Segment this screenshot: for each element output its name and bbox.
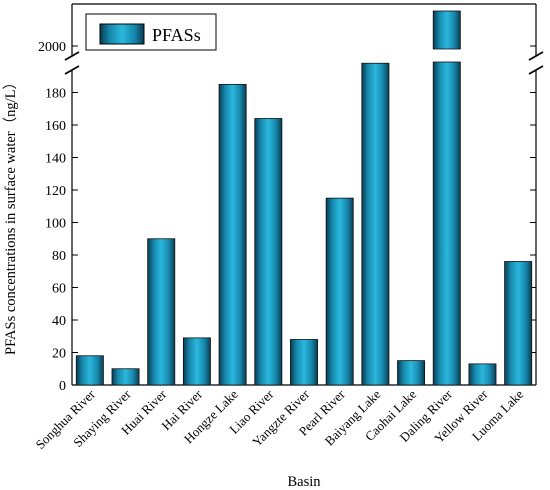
y-tick-label: 80 (52, 249, 66, 264)
bar-shaying-river (111, 368, 140, 386)
y-axis-label: PFASs concentrations in surface water（ng… (2, 75, 19, 355)
y-tick-labels: 0 20 40 60 80 100 120 140 160 180 2000 (38, 40, 66, 394)
axes-frame (64, 3, 544, 386)
y-tick-label: 2000 (38, 40, 66, 55)
y-tick-label: 60 (52, 282, 66, 297)
y-tick-label: 180 (45, 87, 66, 102)
y-tick-label: 140 (45, 152, 66, 167)
bar-liao-river (254, 118, 283, 386)
bar-luoma-lake (504, 261, 533, 386)
legend-label: PFASs (152, 25, 201, 45)
x-axis-label: Basin (287, 474, 321, 490)
y-tick-label: 160 (45, 119, 66, 134)
y-tick-label: 40 (52, 314, 66, 329)
bar-hai-river (182, 337, 211, 386)
axis-break-mark (528, 65, 544, 75)
legend: PFASs (85, 13, 217, 51)
bar-hongze-lake (218, 83, 247, 386)
bar-caohai-lake (397, 360, 426, 386)
y-tick-label: 0 (59, 379, 66, 394)
bar-daling-river-lower (432, 61, 461, 386)
bars-group (75, 10, 533, 386)
bar-pearl-river (325, 197, 354, 386)
bar-songhua-river (75, 355, 104, 386)
y-tick-label: 120 (45, 184, 66, 199)
y-tick-label: 100 (45, 217, 66, 232)
y-tick-label: 20 (52, 347, 66, 362)
bar-baiyang-lake (361, 62, 390, 386)
axis-break-mark (528, 51, 544, 61)
bar-huai-river (147, 238, 176, 386)
bar-daling-river-upper (432, 10, 461, 50)
axis-break-mark (64, 51, 80, 61)
bar-yangzte-river (290, 339, 318, 386)
axis-break-mark (64, 65, 80, 75)
bar-yellow-river (468, 363, 497, 386)
legend-swatch (99, 23, 145, 45)
